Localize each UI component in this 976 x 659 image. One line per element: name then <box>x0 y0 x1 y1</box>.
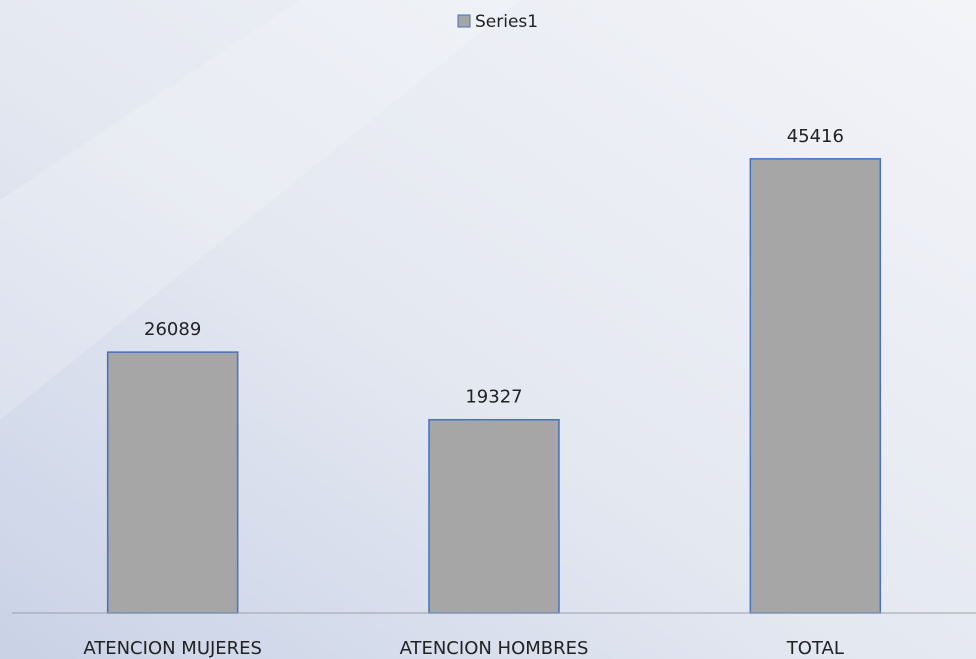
background-sheen <box>0 0 520 420</box>
legend-label: Series1 <box>475 12 538 32</box>
data-label: 45416 <box>787 126 844 147</box>
x-tick-label: ATENCION MUJERES <box>83 638 262 659</box>
x-tick-label: TOTAL <box>786 638 844 659</box>
x-tick-label: ATENCION HOMBRES <box>400 638 589 659</box>
legend-swatch <box>457 14 471 28</box>
data-label: 19327 <box>465 387 522 408</box>
bar <box>106 351 239 614</box>
bar <box>428 418 560 614</box>
data-label: 26089 <box>144 319 201 340</box>
bar <box>749 158 882 614</box>
